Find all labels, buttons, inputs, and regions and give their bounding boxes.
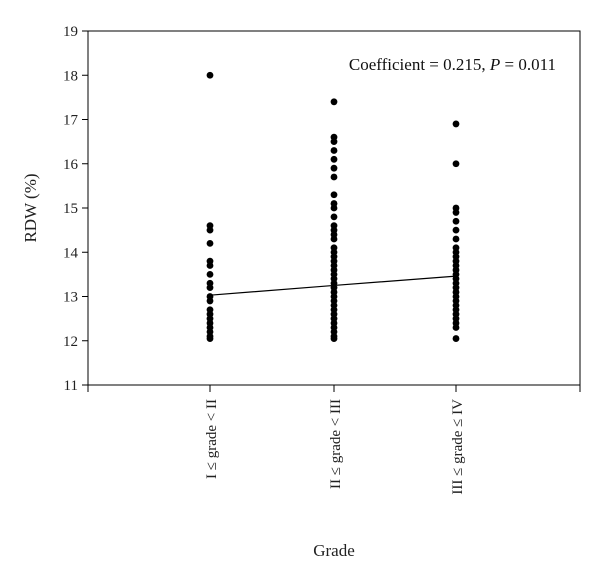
x-tick-label: I ≤ grade < II: [204, 399, 220, 479]
data-point: [452, 335, 460, 342]
y-tick-label: 15: [63, 201, 78, 217]
data-point: [452, 324, 460, 331]
y-tick-label: 17: [63, 113, 79, 129]
data-point: [452, 120, 460, 128]
data-point: [330, 155, 338, 163]
data-point: [206, 270, 214, 278]
x-tick-label: II ≤ grade < III: [328, 399, 344, 489]
data-point: [330, 98, 338, 106]
data-point: [330, 147, 338, 154]
y-tick-label: 12: [63, 334, 78, 350]
annotation-prefix: Coefficient = 0.215,: [349, 55, 490, 74]
data-point: [206, 284, 214, 292]
annotation-p-symbol: P: [489, 55, 500, 74]
data-point: [206, 226, 214, 234]
y-tick-label: 14: [63, 245, 79, 261]
data-points: [206, 71, 460, 342]
data-point: [330, 138, 338, 146]
data-point: [206, 240, 214, 247]
x-axis-title: Grade: [313, 541, 355, 560]
x-tick-label: III ≤ grade ≤ IV: [450, 399, 466, 495]
y-tick-label: 18: [63, 68, 78, 84]
data-point: [206, 71, 214, 79]
data-point: [452, 209, 460, 216]
data-point: [206, 262, 214, 269]
y-axis-ticks: 11 12 13 14 15 16 17 18 19: [63, 24, 88, 394]
data-point: [330, 173, 338, 181]
data-point: [330, 213, 338, 221]
data-point: [206, 297, 214, 305]
data-point: [330, 191, 338, 199]
data-point: [330, 235, 338, 243]
y-tick-label: 11: [64, 378, 78, 394]
data-point: [452, 160, 460, 168]
data-point: [330, 335, 338, 342]
data-point: [330, 204, 338, 212]
x-axis-ticks: I ≤ grade < II II ≤ grade < III III ≤ grad…: [87, 385, 581, 495]
data-point: [330, 164, 338, 172]
y-tick-label: 16: [63, 157, 79, 173]
data-point: [452, 226, 460, 234]
data-point: [452, 235, 460, 243]
y-tick-label: 13: [63, 290, 78, 306]
y-tick-label: 19: [63, 24, 78, 40]
data-point: [206, 335, 214, 342]
data-point: [452, 217, 460, 225]
y-axis-title: RDW (%): [21, 173, 40, 242]
annotation-suffix: = 0.011: [500, 55, 556, 74]
coefficient-annotation: Coefficient = 0.215, P = 0.011: [349, 55, 556, 74]
